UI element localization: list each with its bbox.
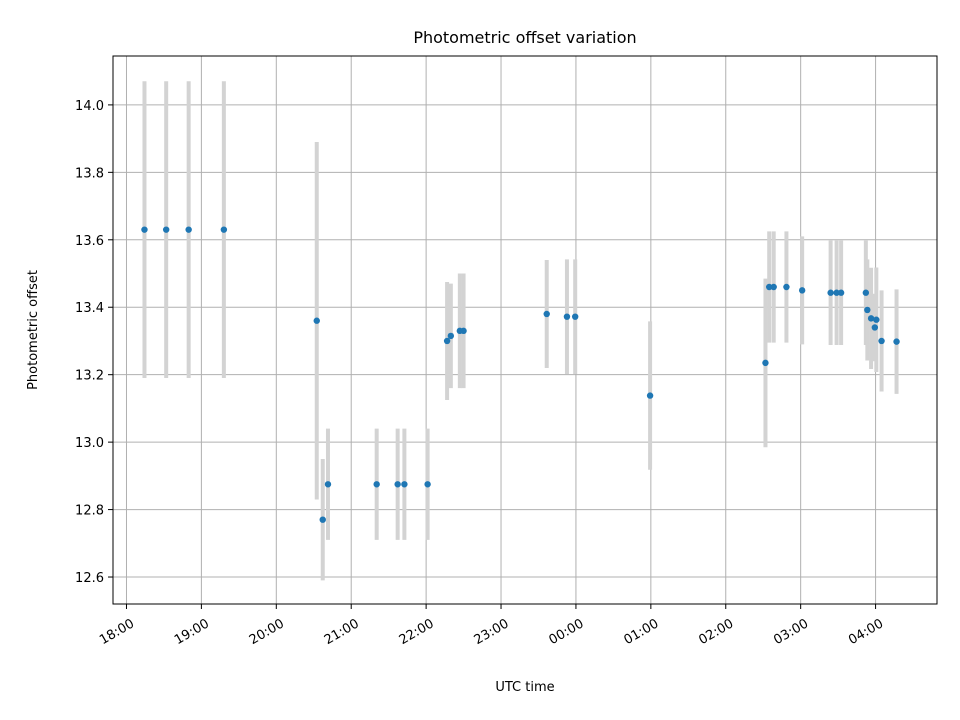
data-point xyxy=(893,338,900,345)
data-point xyxy=(424,481,431,488)
data-point xyxy=(762,359,769,367)
data-point xyxy=(373,481,380,488)
data-points xyxy=(141,226,900,523)
data-point xyxy=(798,287,806,294)
data-point xyxy=(867,315,875,322)
y-tick-label: 13.0 xyxy=(75,436,104,451)
data-point xyxy=(162,226,170,233)
y-tick-label: 13.8 xyxy=(75,166,104,181)
data-point xyxy=(783,283,790,291)
data-point xyxy=(401,481,408,488)
data-point xyxy=(220,226,228,233)
data-point xyxy=(862,289,870,296)
y-tick-label: 12.8 xyxy=(75,504,104,519)
y-tick-label: 12.6 xyxy=(75,571,104,586)
data-point xyxy=(141,226,148,233)
data-point xyxy=(319,516,326,523)
data-point xyxy=(833,289,840,296)
y-tick-label: 14.0 xyxy=(75,99,104,114)
data-point xyxy=(185,226,192,233)
data-point xyxy=(443,337,451,345)
data-point xyxy=(837,289,845,296)
data-point xyxy=(563,313,571,320)
data-point xyxy=(313,317,320,324)
data-point xyxy=(646,392,654,399)
y-tick-label: 13.2 xyxy=(75,369,104,384)
data-point xyxy=(864,306,871,314)
data-point xyxy=(447,332,455,340)
plot-frame xyxy=(112,55,938,605)
data-point xyxy=(394,481,401,488)
data-point xyxy=(766,283,773,291)
data-point xyxy=(827,289,834,296)
data-point xyxy=(770,283,777,291)
y-tick-label: 13.6 xyxy=(75,234,104,249)
data-point xyxy=(878,337,885,345)
y-axis-ticks: 12.6 12.8 13.0 13.2 13.4 13.6 13.8 14.0 xyxy=(75,99,113,586)
chart-title: Photometric offset variation xyxy=(413,28,636,47)
data-point xyxy=(543,310,550,318)
y-tick-label: 13.4 xyxy=(75,301,104,316)
data-point xyxy=(571,313,579,320)
y-axis-label: Photometric offset xyxy=(26,270,41,390)
data-point xyxy=(871,324,879,331)
data-point xyxy=(873,316,880,323)
x-axis-label: UTC time xyxy=(495,680,554,695)
data-point xyxy=(460,327,467,335)
data-point xyxy=(324,481,332,488)
